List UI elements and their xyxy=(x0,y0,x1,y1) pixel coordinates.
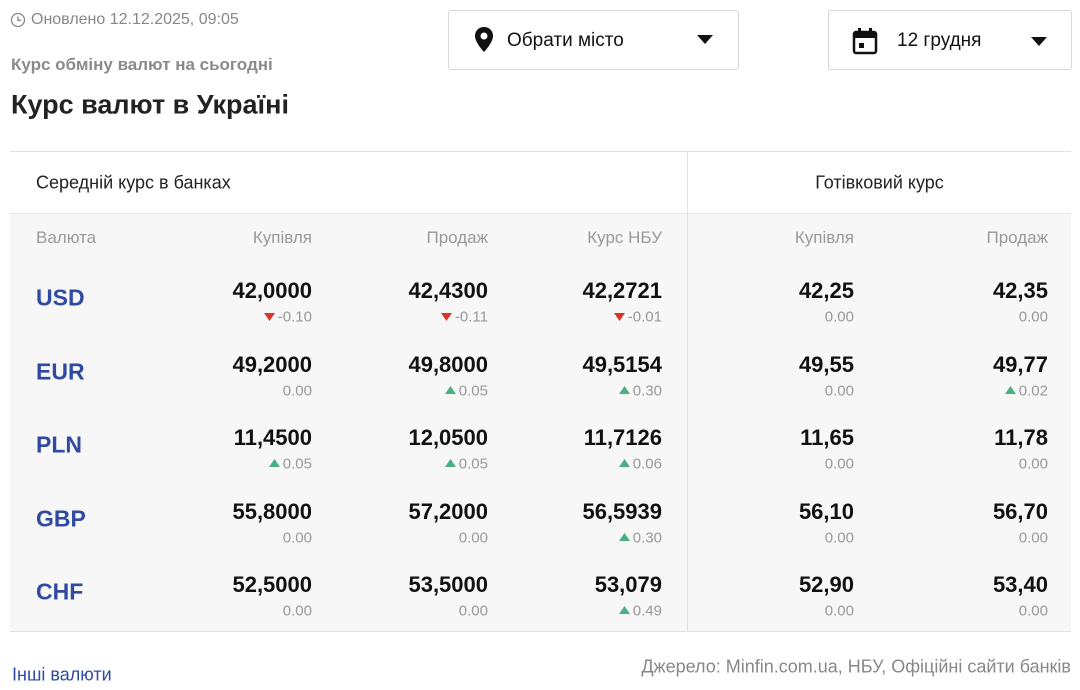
table-body-bg xyxy=(10,214,1071,631)
currency-code: EUR xyxy=(36,358,85,384)
rate-change: 0.00 xyxy=(282,529,312,546)
currency-code: GBP xyxy=(36,505,86,531)
currency-code: USD xyxy=(36,284,85,311)
up-arrow xyxy=(268,459,280,467)
rate-change: 0.00 xyxy=(458,602,488,620)
rate-value: 12,0500 xyxy=(408,425,488,450)
rate-change: 0.05 xyxy=(458,455,488,473)
date-select[interactable]: 12 грудня xyxy=(828,10,1072,70)
rate-value: 53,40 xyxy=(992,572,1048,597)
subtitle: Курс обміну валют на сьогодні xyxy=(11,55,273,74)
up-arrow xyxy=(618,532,630,541)
rate-change: 0.00 xyxy=(1018,602,1048,620)
page-title: Курс валют в Україні xyxy=(11,89,289,120)
rate-value: 11,78 xyxy=(994,425,1048,450)
up-arrow xyxy=(618,459,630,467)
rate-value: 42,4300 xyxy=(408,278,488,303)
column-header: Продаж xyxy=(426,228,488,247)
other-currencies-link[interactable]: Інші валюти xyxy=(12,664,112,685)
up-arrow xyxy=(618,606,630,614)
divider xyxy=(687,152,688,631)
rate-change: 0.02 xyxy=(1018,382,1048,399)
rate-value: 53,5000 xyxy=(408,572,488,597)
up-arrow xyxy=(1004,385,1016,394)
rate-change: -0.11 xyxy=(454,308,488,326)
pin-icon xyxy=(475,27,493,52)
rate-value: 42,25 xyxy=(798,278,854,303)
divider xyxy=(10,213,1071,214)
rate-change: 0.05 xyxy=(458,382,488,399)
rate-change: 0.00 xyxy=(824,529,854,546)
clock-icon xyxy=(10,12,26,28)
rate-value: 49,5154 xyxy=(582,351,662,377)
rate-value: 56,70 xyxy=(992,498,1048,524)
rate-change: 0.00 xyxy=(824,308,854,326)
rate-value: 11,4500 xyxy=(233,425,312,450)
city-select[interactable]: Обрати місто xyxy=(448,10,739,70)
rate-value: 42,35 xyxy=(992,278,1048,303)
rate-change: -0.01 xyxy=(627,308,662,326)
dropdown-arrow xyxy=(1031,37,1047,46)
rate-value: 42,2721 xyxy=(582,278,662,303)
group-header: Середній курс в банках xyxy=(36,172,231,193)
currency-code: CHF xyxy=(36,578,84,605)
up-arrow xyxy=(444,459,456,467)
down-arrow xyxy=(263,313,275,321)
rate-change: 0.00 xyxy=(1018,308,1048,326)
rate-value: 11,65 xyxy=(800,425,854,450)
rate-change: 0.00 xyxy=(824,602,854,620)
rate-value: 56,5939 xyxy=(582,498,662,524)
rate-change: 0.00 xyxy=(1018,529,1048,546)
rate-value: 11,7126 xyxy=(583,425,662,450)
rate-change: 0.00 xyxy=(1018,455,1048,473)
rate-change: 0.00 xyxy=(282,382,312,399)
column-header: Купівля xyxy=(794,228,854,247)
rate-value: 52,5000 xyxy=(232,572,312,597)
rate-change: 0.30 xyxy=(632,529,662,546)
group-header: Готівковий курс xyxy=(815,172,944,193)
rate-change: 0.49 xyxy=(632,602,662,620)
up-arrow xyxy=(618,385,630,394)
rate-change: 0.00 xyxy=(282,602,312,620)
date-label: 12 грудня xyxy=(897,30,982,51)
rate-value: 49,2000 xyxy=(232,351,312,377)
rate-value: 49,77 xyxy=(992,351,1048,377)
down-arrow xyxy=(613,313,625,321)
rate-value: 42,0000 xyxy=(232,278,312,303)
rate-change: -0.10 xyxy=(277,308,312,326)
rate-value: 52,90 xyxy=(798,572,854,597)
up-arrow xyxy=(444,385,456,394)
rate-change: 0.00 xyxy=(824,455,854,473)
rate-change: 0.05 xyxy=(282,455,312,473)
dropdown-arrow xyxy=(697,35,713,44)
column-header: Продаж xyxy=(986,228,1048,247)
rate-value: 53,079 xyxy=(594,572,662,597)
column-header: Курс НБУ xyxy=(587,228,662,247)
column-header: Валюта xyxy=(36,228,97,247)
rate-value: 57,2000 xyxy=(408,498,488,524)
rate-value: 56,10 xyxy=(798,498,854,524)
city-label: Обрати місто xyxy=(507,30,624,51)
down-arrow xyxy=(440,313,452,321)
rate-value: 55,8000 xyxy=(232,498,312,524)
rate-value: 49,55 xyxy=(798,351,854,377)
rates-table xyxy=(10,151,1071,632)
currency-code: PLN xyxy=(36,431,82,458)
source-note: Джерело: Minfin.com.ua, НБУ, Офіційні са… xyxy=(641,656,1071,677)
calendar-icon xyxy=(852,28,878,55)
rate-change: 0.00 xyxy=(458,529,488,546)
rate-change: 0.30 xyxy=(632,382,662,399)
updated-time: Оновлено 12.12.2025, 09:05 xyxy=(31,11,239,28)
rate-change: 0.06 xyxy=(632,455,662,473)
rate-change: 0.00 xyxy=(824,382,854,399)
rate-value: 49,8000 xyxy=(408,351,488,377)
column-header: Купівля xyxy=(252,228,312,247)
